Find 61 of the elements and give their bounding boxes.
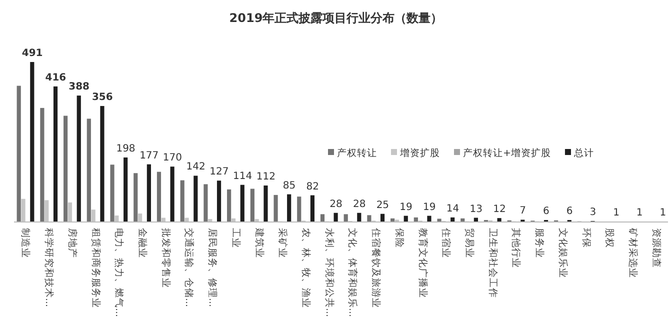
x-tick-label: 制造业 bbox=[20, 228, 32, 258]
x-tick-label: 其他行业 bbox=[510, 228, 522, 268]
data-label: 112 bbox=[256, 172, 276, 183]
x-tick-label: 环保 bbox=[580, 228, 592, 248]
data-label: 1 bbox=[660, 208, 666, 219]
data-label: 7 bbox=[520, 206, 526, 217]
chart-title: 2019年正式披露项目行业分布（数量） bbox=[229, 11, 443, 25]
x-tick-label: 文化娱乐业 bbox=[556, 228, 569, 278]
data-label: 198 bbox=[116, 143, 136, 154]
data-label: 6 bbox=[566, 206, 573, 218]
data-label: 127 bbox=[210, 166, 229, 178]
x-tick-label: 水利、环境和公共... bbox=[323, 228, 336, 318]
data-label: 1 bbox=[613, 208, 620, 219]
x-tick-label: 金融业 bbox=[136, 228, 148, 258]
data-label: 1 bbox=[636, 208, 643, 219]
data-label: 19 bbox=[400, 202, 412, 213]
data-label: 3 bbox=[590, 207, 596, 218]
data-label: 6 bbox=[543, 206, 550, 218]
legend-label: 产权转让 bbox=[337, 147, 377, 159]
data-label: 416 bbox=[45, 72, 66, 84]
x-tick-label: 贸易业 bbox=[463, 228, 476, 258]
x-tick-label: 房地产 bbox=[66, 228, 78, 258]
data-label: 142 bbox=[186, 162, 206, 173]
legend-label: 增资扩股 bbox=[399, 147, 440, 159]
x-tick-label: 教育文化广播业 bbox=[416, 228, 429, 298]
data-label: 491 bbox=[22, 48, 43, 59]
data-label: 170 bbox=[162, 152, 182, 164]
data-label: 12 bbox=[493, 204, 506, 216]
x-tick-label: 资源勘查 bbox=[650, 228, 662, 268]
x-tick-label: 卫生和社会工作 bbox=[486, 228, 499, 298]
legend-label: 产权转让+增资扩股 bbox=[463, 147, 551, 159]
x-tick-label: 采矿业 bbox=[276, 228, 289, 258]
data-label: 25 bbox=[376, 200, 390, 211]
x-tick-label: 工业 bbox=[230, 228, 242, 248]
data-label: 388 bbox=[68, 82, 90, 93]
x-tick-label: 农、林、牧、渔业 bbox=[300, 228, 312, 308]
x-tick-label: 矿材采选业 bbox=[626, 227, 639, 278]
data-label: 13 bbox=[470, 204, 482, 215]
data-label: 14 bbox=[446, 203, 460, 214]
data-label: 356 bbox=[92, 92, 113, 103]
data-label: 85 bbox=[282, 180, 296, 192]
x-tick-label: 科学研究和技术... bbox=[43, 228, 56, 308]
data-label: 28 bbox=[330, 198, 342, 210]
x-tick-label: 交通运输、仓储... bbox=[183, 228, 196, 308]
x-tick-label: 批发和零售业 bbox=[160, 228, 172, 288]
x-tick-label: 股权 bbox=[604, 228, 616, 248]
x-tick-label: 文化、体育和娱乐... bbox=[346, 228, 359, 318]
data-label: 28 bbox=[352, 198, 366, 210]
x-tick-label: 住宿业 bbox=[440, 228, 452, 258]
x-tick-label: 保险 bbox=[393, 228, 406, 248]
data-label: 114 bbox=[233, 170, 252, 182]
data-label: 177 bbox=[140, 150, 159, 162]
x-tick-label: 住宿餐饮及旅游业 bbox=[370, 228, 382, 308]
x-tick-label: 租赁和商务服务业 bbox=[90, 228, 102, 308]
data-label: 19 bbox=[423, 202, 436, 213]
x-tick-label: 服务业 bbox=[534, 228, 546, 258]
legend-label: 总计 bbox=[572, 147, 594, 159]
x-tick-label: 建筑业 bbox=[253, 227, 266, 258]
data-label: 82 bbox=[306, 181, 319, 192]
x-tick-label: 电力、热力、燃气... bbox=[113, 228, 126, 318]
x-tick-label: 居民服务、修理... bbox=[206, 228, 219, 308]
